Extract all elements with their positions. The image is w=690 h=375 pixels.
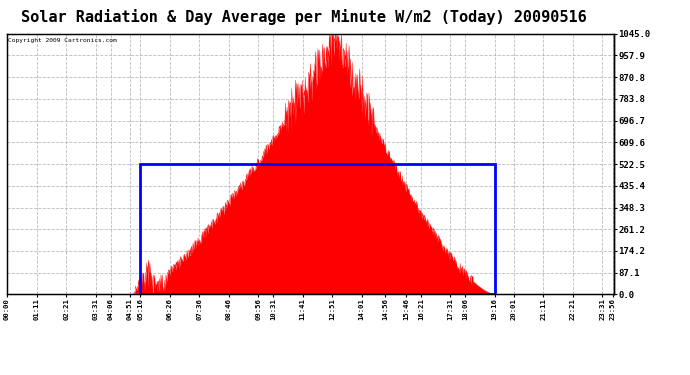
Text: Copyright 2009 Cartronics.com: Copyright 2009 Cartronics.com	[8, 38, 117, 43]
Bar	[140, 164, 495, 294]
Text: Solar Radiation & Day Average per Minute W/m2 (Today) 20090516: Solar Radiation & Day Average per Minute…	[21, 9, 586, 26]
